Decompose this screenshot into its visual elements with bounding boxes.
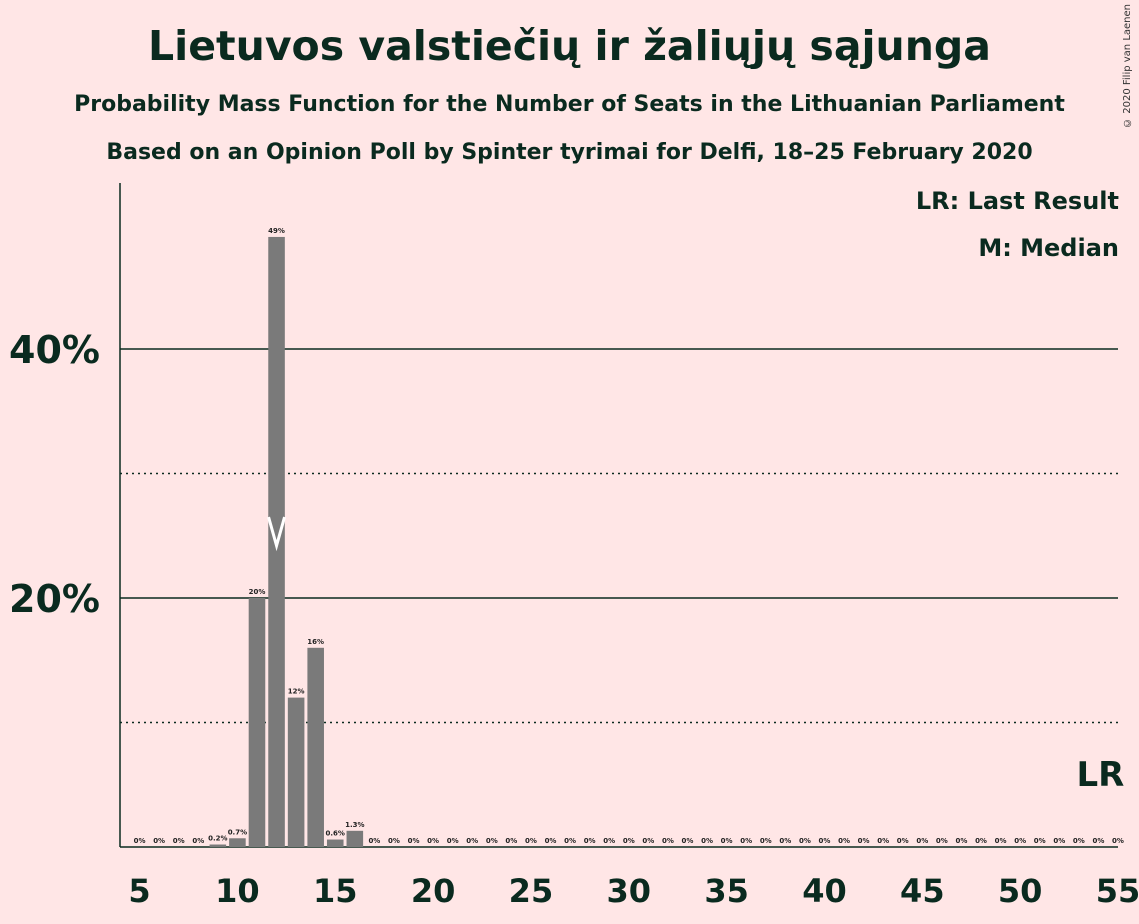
bar-data-label: 0% <box>642 837 654 845</box>
x-tick-label: 40 <box>802 872 847 910</box>
bar-data-label: 0% <box>134 837 146 845</box>
bar-data-label: 0% <box>916 837 928 845</box>
bar-data-label: 16% <box>307 638 324 646</box>
bar-data-label: 49% <box>268 227 285 235</box>
bar <box>229 838 246 847</box>
bar-data-label: 0% <box>564 837 576 845</box>
x-tick-label: 15 <box>313 872 358 910</box>
bar-data-label: 0% <box>701 837 713 845</box>
bar-data-label: 0% <box>505 837 517 845</box>
bar <box>307 647 324 847</box>
bar-data-label: 0% <box>173 837 185 845</box>
bar-data-label: 0% <box>153 837 165 845</box>
bar-data-label: 0% <box>995 837 1007 845</box>
x-tick-label: 10 <box>215 872 260 910</box>
bar-data-label: 0% <box>662 837 674 845</box>
bar-data-label: 0% <box>408 837 420 845</box>
bar-data-label: 0% <box>584 837 596 845</box>
bar-data-label: 0% <box>525 837 537 845</box>
last-result-label: LR <box>1077 755 1125 795</box>
bar-data-label: 12% <box>288 688 305 696</box>
x-tick-label: 5 <box>128 872 150 910</box>
legend-median: M: Median <box>978 234 1119 262</box>
bar-data-label: 0% <box>1053 837 1065 845</box>
bar-data-label: 0% <box>897 837 909 845</box>
bar-data-label: 0% <box>1034 837 1046 845</box>
bar-data-label: 0% <box>368 837 380 845</box>
x-tick-label: 50 <box>998 872 1043 910</box>
chart-title: Lietuvos valstiečių ir žaliųjų sąjunga <box>148 22 991 70</box>
bar-data-label: 0.6% <box>326 830 345 838</box>
x-tick-label: 55 <box>1096 872 1139 910</box>
bar-data-label: 0% <box>1014 837 1026 845</box>
bar-data-label: 0% <box>447 837 459 845</box>
bar-data-label: 0% <box>721 837 733 845</box>
bar-data-label: 0% <box>603 837 615 845</box>
bar-data-label: 0% <box>466 837 478 845</box>
bar <box>346 830 364 847</box>
bar-data-label: 0% <box>545 837 557 845</box>
bar-data-label: 0% <box>838 837 850 845</box>
bar-data-label: 0% <box>799 837 811 845</box>
median-marker <box>267 516 286 552</box>
x-tick-label: 35 <box>704 872 749 910</box>
x-tick-label: 30 <box>607 872 652 910</box>
bar-data-label: 0% <box>427 837 439 845</box>
x-tick-label: 45 <box>900 872 945 910</box>
bar-data-label: 0% <box>760 837 772 845</box>
bar <box>287 697 305 847</box>
bar <box>248 598 266 847</box>
x-tick-label: 25 <box>509 872 554 910</box>
bar-data-label: 0% <box>975 837 987 845</box>
legend-last-result: LR: Last Result <box>915 187 1119 215</box>
bar-data-label: 0.2% <box>208 835 227 843</box>
bar-data-label: 0% <box>1092 837 1104 845</box>
bar <box>209 844 227 847</box>
y-tick-label: 20% <box>9 577 100 621</box>
bar-data-label: 0% <box>623 837 635 845</box>
chart-subtitle: Probability Mass Function for the Number… <box>74 92 1065 117</box>
y-tick-label: 40% <box>9 328 100 372</box>
chart-source: Based on an Opinion Poll by Spinter tyri… <box>106 140 1033 165</box>
bar-data-label: 0% <box>192 837 204 845</box>
bar-data-label: 0% <box>858 837 870 845</box>
bar-data-label: 0% <box>682 837 694 845</box>
bar-data-label: 0% <box>956 837 968 845</box>
bar <box>326 839 344 847</box>
bar-data-label: 0% <box>819 837 831 845</box>
bar-data-label: 20% <box>249 588 266 596</box>
bar-data-label: 0.7% <box>228 828 247 836</box>
bar-data-label: 0% <box>388 837 400 845</box>
bar-data-label: 0% <box>779 837 791 845</box>
bar-data-label: 0% <box>1073 837 1085 845</box>
bar-data-label: 1.3% <box>345 821 364 829</box>
x-tick-label: 20 <box>411 872 456 910</box>
bar-data-label: 0% <box>936 837 948 845</box>
bar-data-label: 0% <box>486 837 498 845</box>
bar-data-label: 0% <box>877 837 889 845</box>
bar-data-label: 0% <box>740 837 752 845</box>
bar-data-label: 0% <box>1112 837 1124 845</box>
